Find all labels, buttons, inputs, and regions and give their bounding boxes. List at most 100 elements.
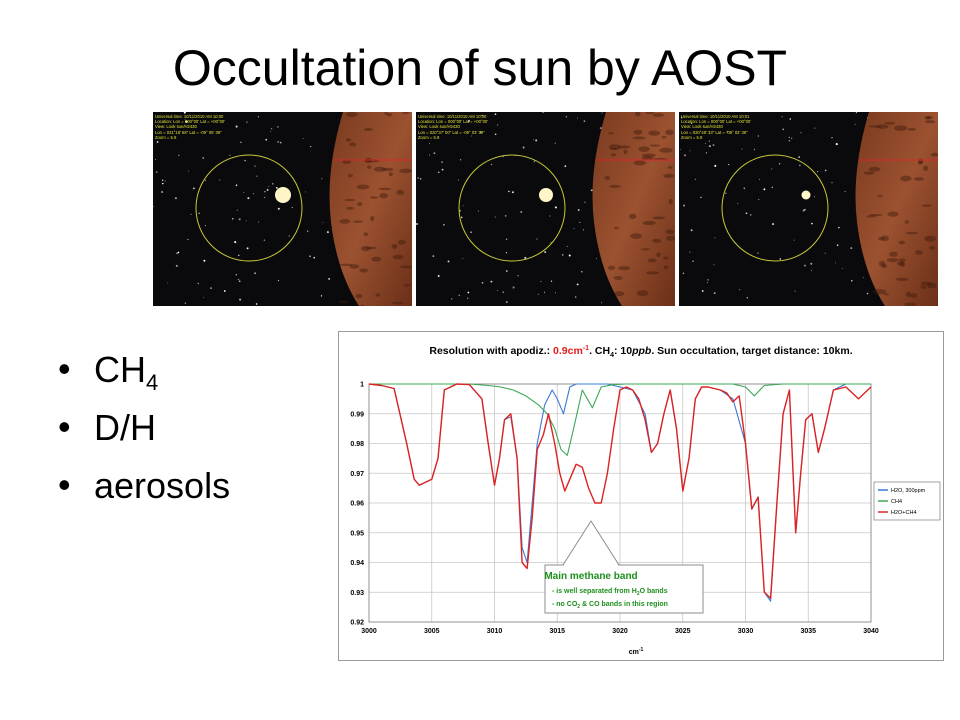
star xyxy=(505,238,508,241)
star xyxy=(855,112,858,114)
mars-terrain xyxy=(618,266,630,271)
star xyxy=(441,161,443,163)
mars-terrain xyxy=(930,152,938,157)
star xyxy=(800,132,802,134)
mars-terrain xyxy=(342,159,352,164)
star xyxy=(575,296,577,298)
star xyxy=(210,287,212,289)
star xyxy=(502,156,504,158)
star xyxy=(506,270,508,272)
mars-terrain xyxy=(648,130,661,136)
mars-terrain xyxy=(623,149,628,155)
mars-terrain xyxy=(638,146,650,152)
series-line-ch4 xyxy=(369,383,871,456)
star xyxy=(235,184,238,186)
star xyxy=(185,120,188,123)
star xyxy=(512,286,515,289)
star xyxy=(576,117,578,119)
occultation-frame-svg xyxy=(416,112,675,306)
star xyxy=(561,254,564,256)
mars-terrain xyxy=(868,125,882,128)
mars-terrain xyxy=(899,261,906,267)
star xyxy=(583,120,586,122)
hud-readout: Universal time: 10/11/2010 AM 10:00 Locat… xyxy=(418,114,488,140)
star xyxy=(706,281,708,283)
star xyxy=(708,145,711,148)
star xyxy=(428,142,430,144)
star xyxy=(443,224,445,226)
mars-terrain xyxy=(355,293,363,299)
star xyxy=(701,290,704,292)
star xyxy=(554,292,556,294)
star xyxy=(438,171,440,173)
star xyxy=(417,177,420,179)
mars-terrain xyxy=(403,283,410,287)
x-axis-label: cm-1 xyxy=(629,647,644,656)
mars-terrain xyxy=(381,167,394,172)
y-tick-label: 0.93 xyxy=(350,590,364,597)
mars-terrain xyxy=(642,153,656,158)
hud-line: Zoom = 5.9 xyxy=(418,134,440,140)
star xyxy=(713,264,715,266)
star xyxy=(700,196,702,199)
star xyxy=(451,298,453,300)
star xyxy=(536,238,538,240)
star xyxy=(437,275,440,277)
star xyxy=(778,162,781,165)
occultation-frame-svg xyxy=(153,112,412,306)
star xyxy=(238,218,241,221)
star xyxy=(479,131,482,134)
star xyxy=(576,283,579,286)
star xyxy=(728,164,730,166)
mars-terrain xyxy=(652,216,666,220)
mars-terrain xyxy=(663,173,675,178)
star xyxy=(745,212,748,215)
mars-terrain xyxy=(652,113,665,117)
star xyxy=(178,154,180,157)
star xyxy=(824,252,826,254)
bullet-subscript: 4 xyxy=(146,370,159,395)
mars-terrain xyxy=(345,138,352,142)
star xyxy=(505,300,508,304)
star xyxy=(757,135,759,137)
star xyxy=(155,159,157,161)
x-tick-label: 3020 xyxy=(612,628,628,635)
field-of-view-circle xyxy=(721,154,829,262)
star xyxy=(204,179,207,182)
mars-terrain xyxy=(924,235,936,242)
star xyxy=(467,291,470,294)
star xyxy=(508,190,510,193)
mars-terrain xyxy=(370,196,378,199)
star xyxy=(758,198,760,201)
star xyxy=(771,186,773,188)
star xyxy=(494,113,497,116)
mars-terrain xyxy=(344,198,356,202)
mars-terrain xyxy=(617,145,631,149)
x-axis-label-sup: -1 xyxy=(639,647,644,653)
star xyxy=(813,196,816,198)
star xyxy=(238,254,240,256)
field-of-view-circle xyxy=(458,154,566,262)
star xyxy=(682,272,685,274)
mars-terrain xyxy=(904,220,909,224)
mars-terrain xyxy=(647,258,657,263)
star xyxy=(320,295,323,297)
star xyxy=(681,117,683,119)
mars-terrain xyxy=(920,281,932,286)
mars-terrain xyxy=(338,300,349,304)
star xyxy=(219,179,221,181)
star xyxy=(187,239,189,241)
mars-terrain xyxy=(640,248,651,251)
mars-terrain xyxy=(876,124,889,129)
star xyxy=(458,294,460,296)
star xyxy=(161,191,163,193)
hud-line: Location: Lon = 000°00' Lat = +00°00' xyxy=(418,119,489,125)
chart-title-sup: -1 xyxy=(583,345,589,352)
mars-terrain xyxy=(645,112,655,115)
mars-terrain xyxy=(866,215,877,218)
slide-title: Occultation of sun by AOST xyxy=(172,40,788,96)
bullet-item: • CH4 xyxy=(58,351,230,410)
star xyxy=(256,175,258,177)
x-tick-label: 3035 xyxy=(800,628,816,635)
chart-title-part: . CH xyxy=(589,345,610,357)
